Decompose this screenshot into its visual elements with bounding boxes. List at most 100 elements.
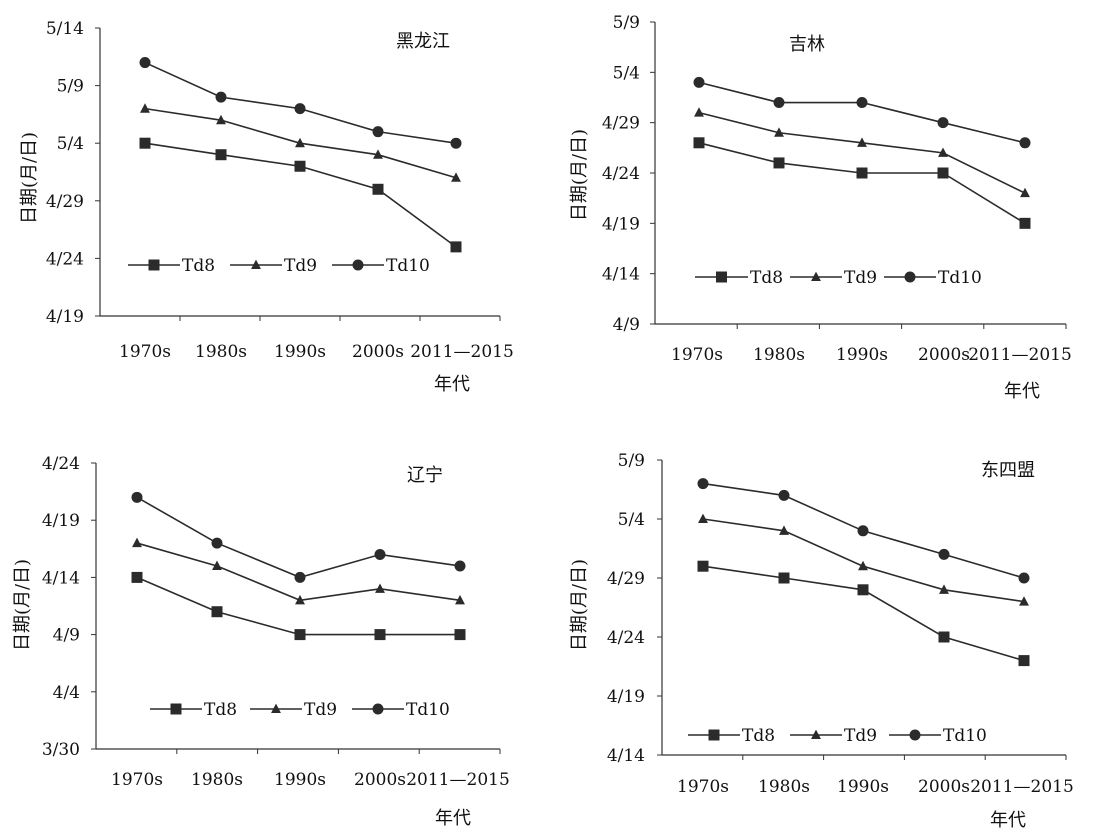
data-point-td10 bbox=[1019, 137, 1031, 149]
legend-marker-td8 bbox=[708, 729, 720, 741]
data-point-td9 bbox=[858, 560, 868, 571]
y-tick-label: 5/4 bbox=[57, 134, 84, 154]
data-point-td8 bbox=[372, 183, 384, 195]
series-line-td8 bbox=[702, 565, 1025, 662]
legend-marker-td8 bbox=[716, 271, 727, 283]
data-point-td8 bbox=[856, 167, 868, 179]
data-point-td10 bbox=[773, 97, 785, 109]
x-tick-label: 1980s bbox=[753, 345, 805, 365]
data-point-td8 bbox=[857, 584, 869, 596]
chart-panel-1: 4/9 4/14 4/19 4/24 4/29 5/4 5/9 1970s 1980s 1990s… bbox=[569, 13, 1072, 402]
data-point-td9 bbox=[698, 513, 708, 524]
data-point-td8 bbox=[215, 149, 227, 161]
legend-label: Td8 bbox=[182, 256, 215, 276]
y-tick-label: 5/9 bbox=[618, 451, 645, 471]
legend-marker-td10 bbox=[352, 259, 364, 271]
data-point-td9 bbox=[694, 107, 704, 117]
data-point-td8 bbox=[1019, 217, 1031, 229]
series-line-td8 bbox=[144, 142, 457, 248]
legend-label: Td10 bbox=[386, 256, 430, 276]
data-point-td10 bbox=[294, 571, 306, 583]
legend-marker-td10 bbox=[904, 271, 916, 283]
data-point-td10 bbox=[372, 126, 384, 138]
data-point-td9 bbox=[938, 147, 948, 157]
y-tick-label: 4/29 bbox=[602, 114, 640, 134]
data-point-td10 bbox=[215, 91, 227, 103]
panel-title: 吉林 bbox=[789, 34, 825, 55]
x-axis-title: 年代 bbox=[990, 810, 1026, 831]
y-tick-label: 4/14 bbox=[42, 568, 80, 588]
x-tick-label: 1980s bbox=[195, 342, 247, 362]
data-point-td10 bbox=[856, 97, 868, 109]
x-tick-label: 1970s bbox=[119, 342, 171, 362]
legend-label: Td10 bbox=[943, 726, 987, 746]
data-point-td10 bbox=[1018, 572, 1030, 584]
series-line-td10 bbox=[136, 496, 461, 579]
data-point-td8 bbox=[454, 629, 466, 641]
y-tick-label: 3/30 bbox=[42, 740, 80, 760]
x-tick-label: 1990s bbox=[836, 345, 888, 365]
data-point-td9 bbox=[451, 172, 461, 182]
x-tick-label: 1990s bbox=[274, 342, 326, 362]
data-point-td9 bbox=[140, 103, 150, 113]
x-tick-label: 1970s bbox=[671, 345, 723, 365]
data-point-td10 bbox=[857, 525, 869, 537]
x-tick-label: 1970s bbox=[677, 777, 729, 797]
data-point-td9 bbox=[375, 583, 385, 593]
series-line-td9 bbox=[136, 542, 461, 602]
data-point-td9 bbox=[774, 127, 784, 137]
data-point-td9 bbox=[1019, 596, 1029, 606]
series-line-td10 bbox=[144, 61, 457, 144]
y-tick-label: 5/4 bbox=[613, 63, 640, 83]
data-point-td9 bbox=[455, 594, 465, 605]
data-point-td10 bbox=[938, 548, 950, 560]
legend-label: Td8 bbox=[750, 268, 783, 288]
data-point-td8 bbox=[778, 572, 790, 584]
y-tick-label: 4/19 bbox=[42, 511, 80, 531]
data-point-td10 bbox=[211, 537, 223, 549]
data-point-td10 bbox=[697, 478, 709, 490]
data-point-td10 bbox=[693, 76, 705, 88]
series-line-td9 bbox=[698, 111, 1026, 194]
data-point-td8 bbox=[374, 629, 386, 641]
data-point-td8 bbox=[139, 137, 151, 149]
legend-marker-td9 bbox=[251, 259, 261, 270]
y-axis-title: 日期(月/日) bbox=[12, 559, 33, 651]
x-tick-label: 1990s bbox=[837, 777, 889, 797]
y-tick-label: 4/24 bbox=[46, 249, 84, 269]
data-point-td9 bbox=[1020, 187, 1030, 198]
data-point-td10 bbox=[131, 491, 143, 503]
legend-marker-td9 bbox=[271, 703, 281, 714]
legend-marker-td8 bbox=[170, 703, 182, 715]
data-point-td8 bbox=[294, 160, 306, 172]
series-line-td8 bbox=[698, 142, 1026, 225]
x-tick-label: 2011—2015 bbox=[410, 342, 514, 362]
panel-title: 黑龙江 bbox=[396, 31, 450, 52]
data-point-td8 bbox=[938, 631, 950, 643]
legend-marker-td8 bbox=[148, 259, 160, 271]
x-tick-label: 1990s bbox=[274, 770, 326, 790]
data-point-td9 bbox=[857, 137, 867, 147]
data-point-td9 bbox=[295, 137, 305, 148]
x-tick-label: 2011—2015 bbox=[406, 770, 510, 790]
data-point-td10 bbox=[374, 549, 386, 561]
x-tick-label: 2011—2015 bbox=[968, 345, 1072, 365]
legend-label: Td9 bbox=[844, 726, 877, 746]
data-point-td9 bbox=[939, 584, 949, 594]
y-tick-label: 5/9 bbox=[57, 77, 84, 97]
y-tick-label: 4/19 bbox=[607, 687, 645, 707]
data-point-td8 bbox=[294, 629, 306, 641]
x-tick-label: 2000s bbox=[352, 342, 404, 362]
legend-label: Td8 bbox=[204, 700, 237, 720]
x-axis-title: 年代 bbox=[435, 808, 471, 829]
series-line-td8 bbox=[136, 576, 460, 636]
y-tick-label: 4/29 bbox=[607, 569, 645, 589]
y-tick-label: 4/19 bbox=[602, 214, 640, 234]
panel-title: 东四盟 bbox=[981, 460, 1035, 481]
legend-marker-td10 bbox=[909, 729, 921, 741]
x-axis-title: 年代 bbox=[1004, 381, 1040, 402]
y-tick-label: 5/4 bbox=[618, 510, 645, 530]
chart-panel-0: 4/19 4/24 4/29 5/4 5/9 5/14 1970s 1980s 1990s 200… bbox=[19, 19, 514, 395]
legend-label: Td9 bbox=[844, 268, 877, 288]
